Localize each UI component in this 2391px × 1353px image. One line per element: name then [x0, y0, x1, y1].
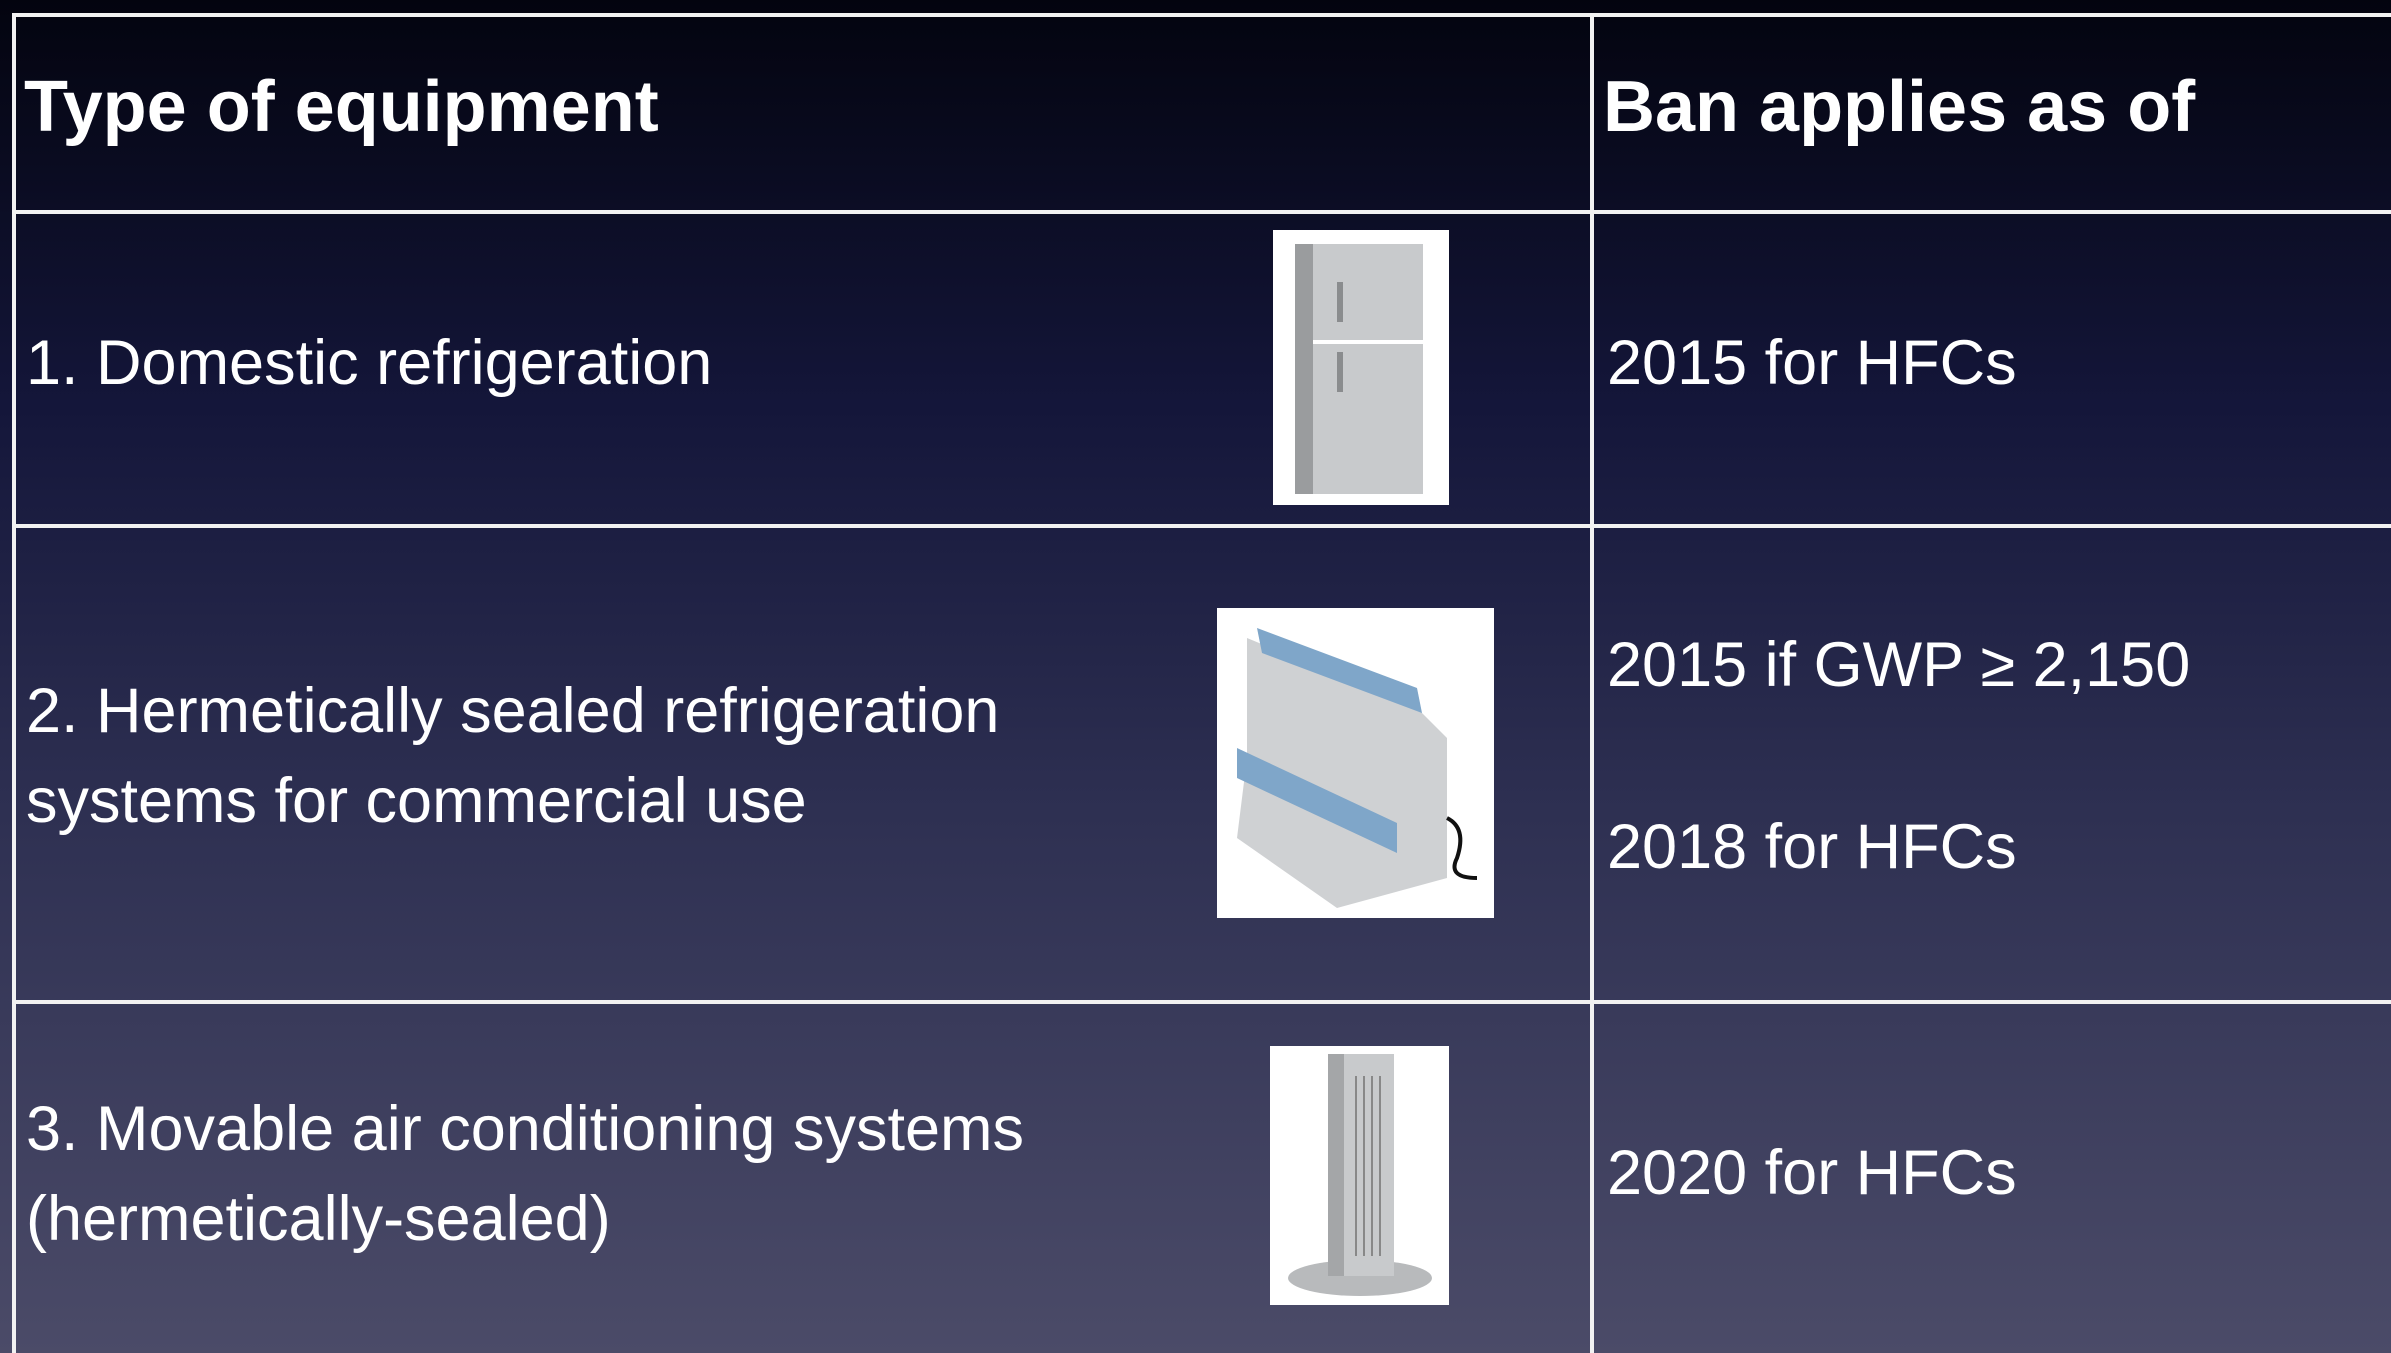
- tower-fan-icon: [1270, 1046, 1449, 1305]
- fridge-icon: [1273, 230, 1449, 505]
- cell-text: systems for commercial use: [26, 764, 807, 840]
- rule: [12, 210, 2391, 214]
- cell-text: 2020 for HFCs: [1607, 1136, 2017, 1212]
- cell-text: 3. Movable air conditioning systems: [26, 1092, 1024, 1168]
- rule: [12, 524, 2391, 528]
- display-case-icon: [1217, 608, 1494, 918]
- cell-text: 1. Domestic refrigeration: [26, 326, 712, 402]
- header-cell: Ban applies as of: [1603, 64, 2195, 150]
- cell-text: 2. Hermetically sealed refrigeration: [26, 674, 999, 750]
- rule: [1590, 13, 1594, 1353]
- cell-text: 2018 for HFCs: [1607, 810, 2017, 886]
- rule: [12, 13, 2391, 17]
- cell-text: (hermetically-sealed): [26, 1182, 611, 1258]
- rule: [12, 13, 16, 1353]
- rule: [12, 1000, 2391, 1004]
- cell-text: 2015 for HFCs: [1607, 326, 2017, 402]
- header-cell: Type of equipment: [24, 64, 659, 150]
- cell-text: 2015 if GWP ≥ 2,150: [1607, 628, 2190, 704]
- slide: Type of equipment Ban applies as of 1. D…: [0, 0, 2391, 1353]
